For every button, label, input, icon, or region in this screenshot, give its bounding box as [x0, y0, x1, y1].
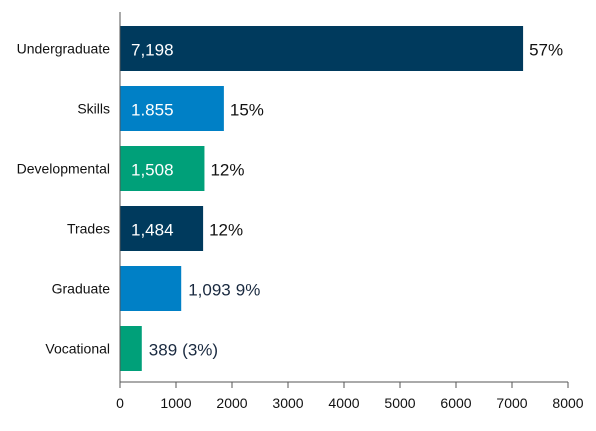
x-tick-label-4000: 4000 — [328, 395, 359, 411]
percent-label-vocational: (3%) — [182, 341, 218, 360]
value-label-trades: 1,484 — [131, 221, 174, 240]
value-label-developmental: 1,508 — [131, 161, 174, 180]
bars — [120, 26, 524, 371]
percent-label-developmental: 12% — [210, 161, 244, 180]
category-label-trades: Trades — [67, 221, 110, 237]
bar-labels: Undergraduate 7,198 57% Skills 1.855 15% Devel… — [17, 41, 564, 360]
category-label-graduate: Graduate — [52, 281, 111, 297]
bar-vocational — [120, 326, 142, 371]
percent-label-skills: 15% — [230, 101, 264, 120]
x-tick-label-1000: 1000 — [160, 395, 191, 411]
category-label-undergraduate: Undergraduate — [17, 41, 111, 57]
percent-label-trades: 12% — [209, 221, 243, 240]
percent-label-graduate: 9% — [236, 281, 261, 300]
category-label-vocational: Vocational — [45, 341, 110, 357]
x-tick-label-0: 0 — [116, 395, 124, 411]
bar-developmental — [120, 146, 205, 191]
x-tick-label-3000: 3000 — [272, 395, 303, 411]
category-label-developmental: Developmental — [17, 161, 110, 177]
x-tick-label-5000: 5000 — [384, 395, 415, 411]
value-label-vocational: 389 — [149, 341, 177, 360]
value-label-graduate: 1,093 — [188, 281, 231, 300]
x-tick-label-7000: 7000 — [496, 395, 527, 411]
value-label-skills: 1.855 — [131, 101, 174, 120]
bar-trades — [120, 206, 204, 251]
bar-graduate — [120, 266, 182, 311]
x-tick-label-8000: 8000 — [552, 395, 583, 411]
bar-skills — [120, 86, 224, 131]
x-tick-label-6000: 6000 — [440, 395, 471, 411]
category-label-skills: Skills — [77, 101, 110, 117]
x-axis-ticks: 0 1000 2000 3000 4000 5000 6000 7000 8000 — [116, 382, 584, 411]
value-label-undergraduate: 7,198 — [131, 41, 174, 60]
bar-undergraduate — [120, 26, 524, 71]
percent-label-undergraduate: 57% — [529, 41, 563, 60]
x-tick-label-2000: 2000 — [216, 395, 247, 411]
